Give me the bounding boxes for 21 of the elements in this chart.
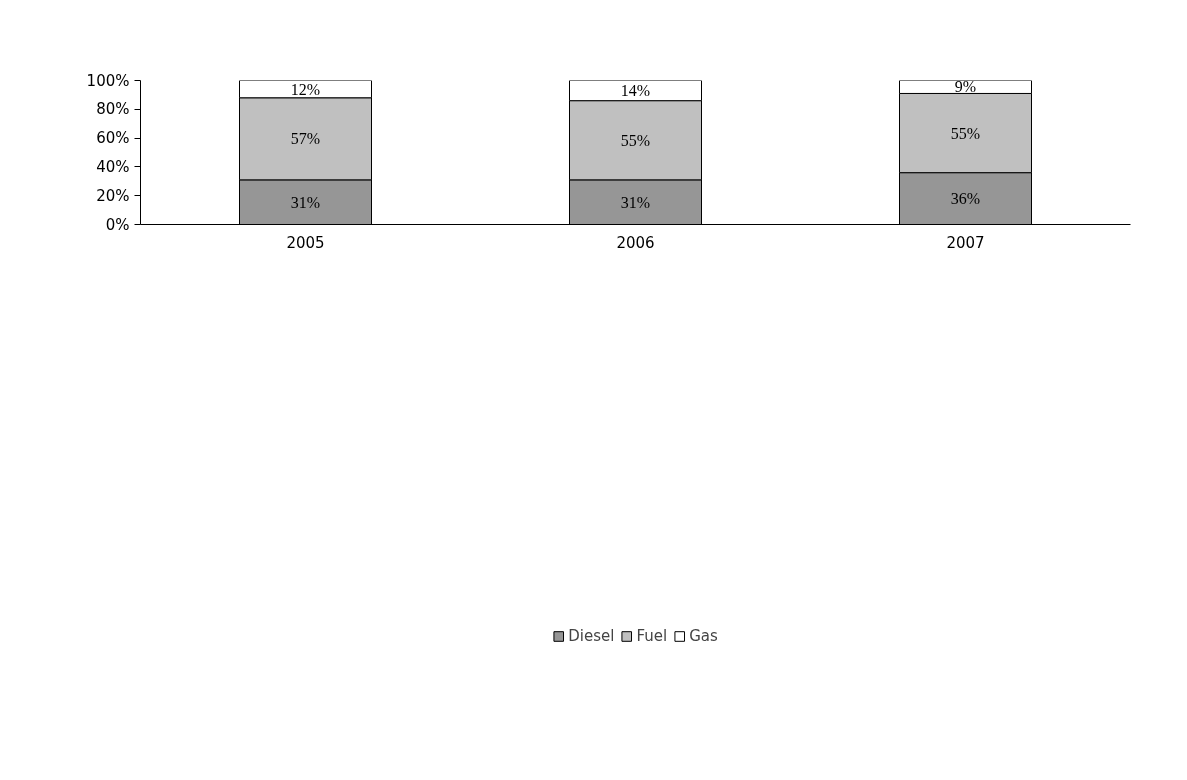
y-tick-label: 0% xyxy=(105,215,130,234)
data-label: 57% xyxy=(290,130,321,148)
data-label: 14% xyxy=(620,82,651,100)
y-tick-label: 40% xyxy=(96,157,130,176)
x-tick-label: 2006 xyxy=(616,233,655,252)
legend-label: Fuel xyxy=(636,626,668,645)
data-label: 31% xyxy=(290,193,321,211)
y-tick-label: 60% xyxy=(96,129,130,148)
data-label: 31% xyxy=(620,193,651,211)
y-tick-label: 80% xyxy=(96,100,130,119)
x-tick-label: 2005 xyxy=(286,233,325,252)
x-tick-label: 2007 xyxy=(946,233,985,252)
data-label: 55% xyxy=(620,131,651,149)
data-label: 55% xyxy=(950,124,981,142)
legend-label: Diesel xyxy=(568,626,615,645)
data-label: 12% xyxy=(290,80,321,98)
data-label: 9% xyxy=(954,78,977,96)
y-tick-label: 100% xyxy=(86,71,130,90)
data-label: 36% xyxy=(950,190,981,208)
legend-label: Gas xyxy=(689,626,718,645)
y-tick-label: 20% xyxy=(96,186,130,205)
